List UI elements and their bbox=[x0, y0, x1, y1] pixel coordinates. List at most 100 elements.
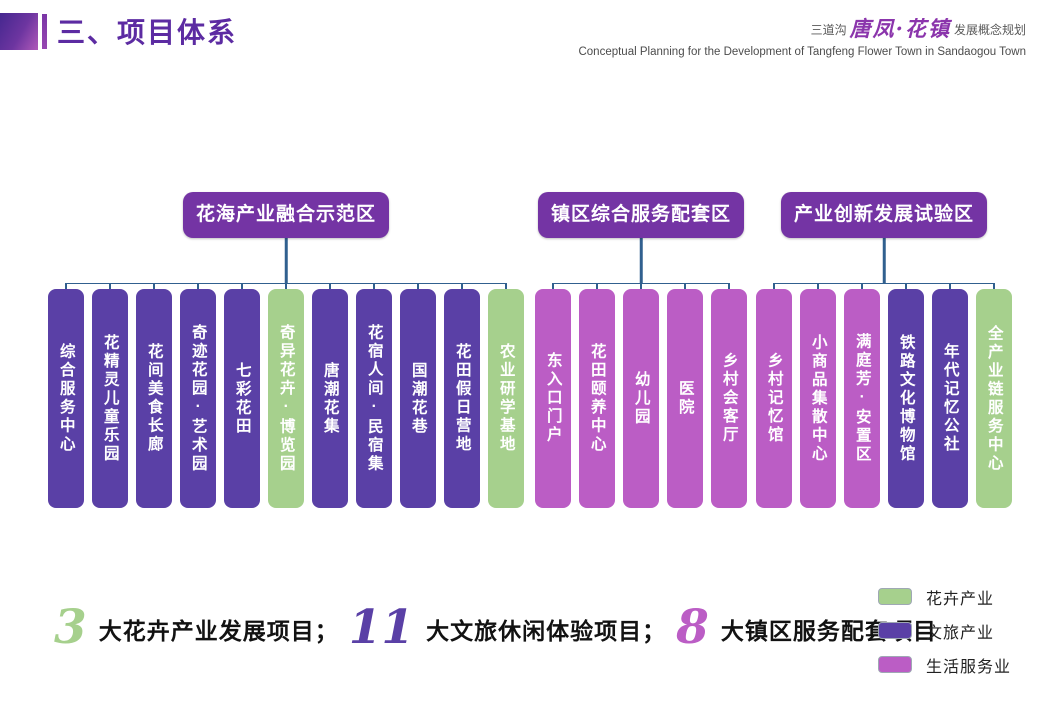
project-cell: 全产业链服务中心 bbox=[976, 283, 1012, 508]
project-bar[interactable]: 唐潮花集 bbox=[312, 289, 348, 508]
zone-header-2[interactable]: 镇区综合服务配套区 bbox=[537, 192, 744, 238]
project-bar[interactable]: 花宿人间·民宿集 bbox=[356, 289, 392, 508]
project-bar[interactable]: 花精灵儿童乐园 bbox=[92, 289, 128, 508]
project-cell: 奇异花卉·博览园 bbox=[268, 283, 304, 508]
legend-swatch-service bbox=[878, 656, 912, 673]
legend-swatch-flower bbox=[878, 588, 912, 605]
zone-group-1: 花海产业融合示范区综合服务中心 花精灵儿童乐园 花间美食长廊 奇迹花园·艺术园 七彩花田… bbox=[48, 192, 524, 508]
connector-tick bbox=[993, 283, 995, 289]
project-cell: 花田假日营地 bbox=[444, 283, 480, 508]
project-cell: 七彩花田 bbox=[224, 283, 260, 508]
project-bar[interactable]: 花田颐养中心 bbox=[579, 289, 615, 508]
project-cell: 唐潮花集 bbox=[312, 283, 348, 508]
project-cell: 花宿人间·民宿集 bbox=[356, 283, 392, 508]
legend-label: 生活服务业 bbox=[926, 658, 1012, 676]
project-bar[interactable]: 奇异花卉·博览园 bbox=[268, 289, 304, 508]
brand-suffix: 发展概念规划 bbox=[953, 23, 1026, 37]
connector-tick bbox=[329, 283, 331, 289]
project-bar[interactable]: 花田假日营地 bbox=[444, 289, 480, 508]
connector-tick bbox=[153, 283, 155, 289]
brand-prefix: 三道沟 bbox=[810, 23, 847, 37]
project-bar[interactable]: 奇迹花园·艺术园 bbox=[180, 289, 216, 508]
project-bar[interactable]: 全产业链服务中心 bbox=[976, 289, 1012, 508]
zone-header-1[interactable]: 花海产业融合示范区 bbox=[182, 192, 389, 238]
project-bar[interactable]: 七彩花田 bbox=[224, 289, 260, 508]
connector-tick bbox=[197, 283, 199, 289]
project-cell: 年代记忆公社 bbox=[932, 283, 968, 508]
project-bar[interactable]: 乡村记忆馆 bbox=[756, 289, 792, 508]
project-bar[interactable]: 综合服务中心 bbox=[48, 289, 84, 508]
connector-tick bbox=[640, 283, 642, 289]
project-cell: 农业研学基地 bbox=[488, 283, 524, 508]
connector-stem bbox=[284, 238, 288, 283]
project-cell: 小商品集散中心 bbox=[800, 283, 836, 508]
summary-count: 11 bbox=[348, 599, 415, 655]
connector-tick bbox=[817, 283, 819, 289]
page-title: 三、项目体系 bbox=[57, 17, 238, 48]
legend-label: 花卉产业 bbox=[926, 590, 995, 608]
legend: 花卉产业文旅产业生活服务业 bbox=[878, 588, 1011, 690]
legend-row: 花卉产业 bbox=[878, 588, 1011, 608]
connector-tick bbox=[505, 283, 507, 289]
project-bar[interactable]: 幼儿园 bbox=[623, 289, 659, 508]
connector-tick bbox=[417, 283, 419, 289]
project-bar[interactable]: 满庭芳·安置区 bbox=[844, 289, 880, 508]
connector-rail bbox=[774, 283, 994, 284]
project-bars: 东入口门户 花田颐养中心 幼儿园 医院 乡村会客厅 bbox=[535, 283, 747, 508]
summary-text: 大文旅休闲体验项目； bbox=[426, 618, 667, 644]
project-bars: 乡村记忆馆 小商品集散中心 满庭芳·安置区 铁路文化博物馆 年代记忆公社 全产业链服务中心 bbox=[756, 283, 1012, 508]
project-bar[interactable]: 医院 bbox=[667, 289, 703, 508]
project-bar[interactable]: 乡村会客厅 bbox=[711, 289, 747, 508]
project-bar[interactable]: 花间美食长廊 bbox=[136, 289, 172, 508]
connector-tick bbox=[773, 283, 775, 289]
project-cell: 花精灵儿童乐园 bbox=[92, 283, 128, 508]
project-bar[interactable]: 小商品集散中心 bbox=[800, 289, 836, 508]
summary-text: 大花卉产业发展项目； bbox=[98, 618, 339, 644]
project-cell: 铁路文化博物馆 bbox=[888, 283, 924, 508]
zone-group-2: 镇区综合服务配套区东入口门户 花田颐养中心 幼儿园 医院 乡村会客厅 bbox=[535, 192, 747, 508]
project-bar[interactable]: 年代记忆公社 bbox=[932, 289, 968, 508]
connector-tick bbox=[728, 283, 730, 289]
project-cell: 乡村会客厅 bbox=[711, 283, 747, 508]
project-cell: 花田颐养中心 bbox=[579, 283, 615, 508]
connector-tick bbox=[684, 283, 686, 289]
legend-row: 生活服务业 bbox=[878, 656, 1011, 676]
project-cell: 乡村记忆馆 bbox=[756, 283, 792, 508]
title-accent-square-icon bbox=[0, 13, 38, 50]
brand-english: Conceptual Planning for the Development … bbox=[578, 46, 1026, 59]
connector-tick bbox=[596, 283, 598, 289]
zone-group-3: 产业创新发展试验区乡村记忆馆 小商品集散中心 满庭芳·安置区 铁路文化博物馆 年代记忆公… bbox=[756, 192, 1012, 508]
brand-logo-text: 唐凤·花镇 bbox=[849, 16, 951, 41]
connector-stem bbox=[882, 238, 886, 283]
connector-tick bbox=[949, 283, 951, 289]
connector-tick bbox=[109, 283, 111, 289]
zone-header-3[interactable]: 产业创新发展试验区 bbox=[780, 192, 987, 238]
project-bar[interactable]: 铁路文化博物馆 bbox=[888, 289, 924, 508]
summary-line: 3 大花卉产业发展项目； 11 大文旅休闲体验项目； 8 大镇区服务配套项目 bbox=[54, 598, 947, 660]
brand-line: 三道沟 唐凤·花镇 发展概念规划 bbox=[578, 16, 1026, 42]
connector-tick bbox=[65, 283, 67, 289]
project-bar[interactable]: 国潮花巷 bbox=[400, 289, 436, 508]
project-bar[interactable]: 农业研学基地 bbox=[488, 289, 524, 508]
project-cell: 花间美食长廊 bbox=[136, 283, 172, 508]
project-cell: 医院 bbox=[667, 283, 703, 508]
legend-label: 文旅产业 bbox=[926, 624, 995, 642]
connector-tick bbox=[241, 283, 243, 289]
connector-tick bbox=[285, 283, 287, 289]
project-cell: 综合服务中心 bbox=[48, 283, 84, 508]
legend-swatch-culture bbox=[878, 622, 912, 639]
connector-tick bbox=[905, 283, 907, 289]
project-cell: 东入口门户 bbox=[535, 283, 571, 508]
connector-tick bbox=[861, 283, 863, 289]
connector-tick bbox=[552, 283, 554, 289]
project-cell: 奇迹花园·艺术园 bbox=[180, 283, 216, 508]
project-bars: 综合服务中心 花精灵儿童乐园 花间美食长廊 奇迹花园·艺术园 七彩花田 奇异花卉·博览园唐… bbox=[48, 283, 524, 508]
summary-count: 8 bbox=[676, 599, 709, 655]
title-accent-bar-icon bbox=[42, 14, 47, 49]
brand-block: 三道沟 唐凤·花镇 发展概念规划 Conceptual Planning for t… bbox=[578, 16, 1026, 60]
project-cell: 满庭芳·安置区 bbox=[844, 283, 880, 508]
connector-tick bbox=[461, 283, 463, 289]
connector-tick bbox=[373, 283, 375, 289]
project-bar[interactable]: 东入口门户 bbox=[535, 289, 571, 508]
legend-row: 文旅产业 bbox=[878, 622, 1011, 642]
